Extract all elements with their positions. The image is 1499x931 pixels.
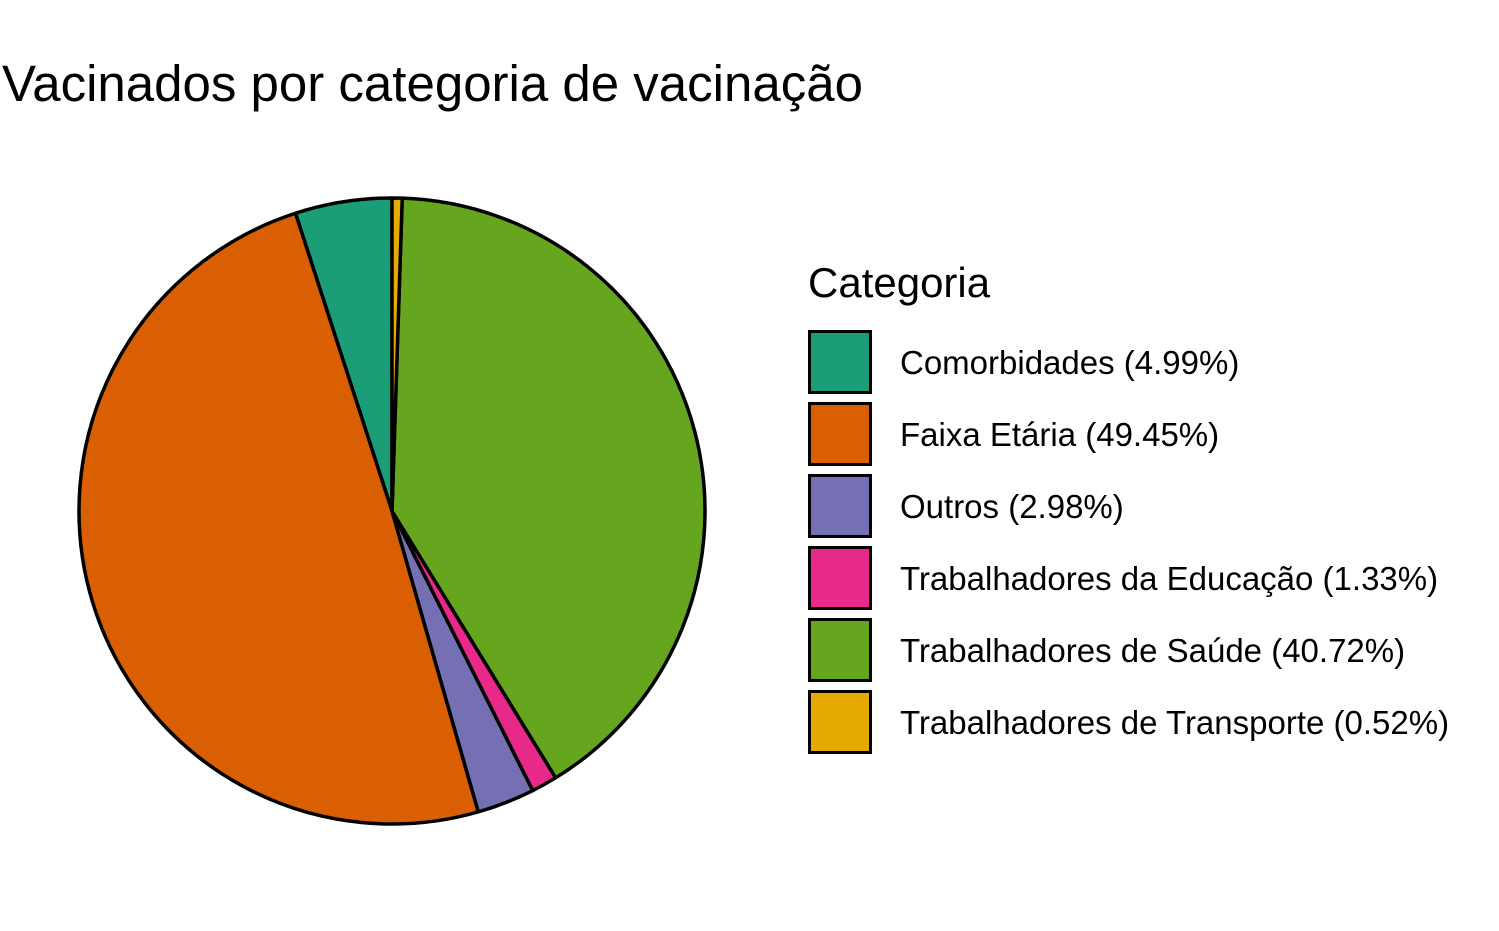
legend-label-0: Comorbidades (4.99%) [900, 343, 1240, 381]
legend-label-3: Trabalhadores da Educação (1.33%) [900, 559, 1439, 597]
legend-label-5: Trabalhadores de Transporte (0.52%) [900, 703, 1450, 741]
legend-swatch-0 [808, 330, 872, 394]
legend-item-0: Comorbidades (4.99%) [808, 326, 1449, 398]
pie-slice-4 [390, 196, 707, 780]
legend-swatch-3 [808, 546, 872, 610]
legend-item-1: Faixa Etária (49.45%) [808, 398, 1449, 470]
legend-label-1: Faixa Etária (49.45%) [900, 415, 1220, 453]
legend-title: Categoria [808, 259, 991, 306]
legend-swatch-4 [808, 618, 872, 682]
legend-label-2: Outros (2.98%) [900, 487, 1124, 525]
legend-item-4: Trabalhadores de Saúde (40.72%) [808, 614, 1449, 686]
legend-item-3: Trabalhadores da Educação (1.33%) [808, 542, 1449, 614]
legend-swatch-1 [808, 402, 872, 466]
pie-slice-1 [77, 211, 481, 826]
legend-swatch-2 [808, 474, 872, 538]
legend-item-5: Trabalhadores de Transporte (0.52%) [808, 686, 1449, 758]
legend-label-4: Trabalhadores de Saúde (40.72%) [900, 631, 1406, 669]
pie-chart [77, 196, 707, 826]
legend-swatch-5 [808, 690, 872, 754]
pie-slice-5 [390, 196, 404, 513]
chart-title: Vacinados por categoria de vacinação [2, 55, 863, 112]
legend-item-2: Outros (2.98%) [808, 470, 1449, 542]
legend-items: Comorbidades (4.99%) Faixa Etária (49.45%… [808, 326, 1449, 758]
legend: Categoria Comorbidades (4.99%) Faixa Etár… [808, 262, 1449, 758]
